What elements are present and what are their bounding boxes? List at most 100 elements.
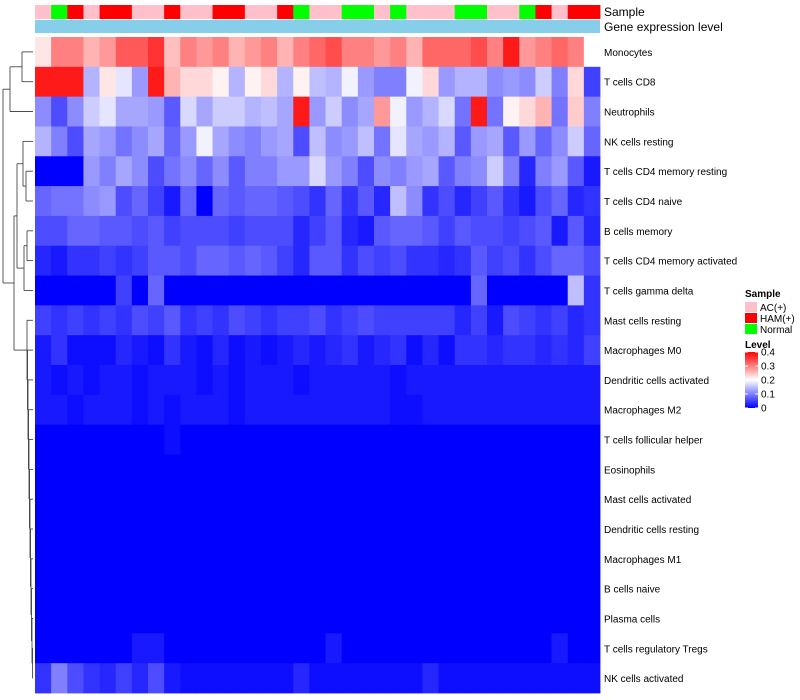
heatmap-cell [228, 663, 246, 694]
heatmap-cell [309, 424, 326, 455]
heatmap-cell [454, 335, 472, 366]
heatmap-cell [583, 186, 601, 217]
heatmap-cell [341, 514, 359, 545]
heatmap-cell [99, 484, 117, 515]
heatmap-cell [422, 484, 439, 515]
heatmap-cell [212, 186, 230, 217]
sample-annotation-cell [244, 5, 262, 19]
heatmap-cell [35, 603, 52, 634]
heatmap-cell [228, 126, 246, 157]
heatmap-cell [519, 275, 536, 306]
heatmap-cell [503, 245, 520, 276]
heatmap-cell [551, 186, 569, 217]
heatmap-cell [131, 305, 149, 336]
heatmap-cell [567, 394, 585, 426]
heatmap-cell [519, 305, 536, 336]
heatmap-cell [277, 37, 294, 68]
heatmap-cell [148, 96, 165, 127]
heatmap-cell [164, 663, 181, 694]
heatmap-cell [244, 633, 262, 664]
heatmap-cell [164, 454, 181, 485]
sample-annotation-cell [438, 5, 456, 19]
heatmap-cell [341, 37, 359, 68]
heatmap-cell [374, 126, 391, 157]
heatmap-cell [164, 573, 181, 604]
heatmap-cell [357, 394, 375, 426]
heatmap-cell [567, 424, 585, 455]
heatmap-cell [277, 96, 294, 127]
heatmap-cell [196, 663, 213, 694]
heatmap-cell [244, 305, 262, 336]
legend-sample-label: HAM(+) [760, 314, 795, 325]
row-label: T cells CD8 [604, 78, 656, 89]
heatmap-cell [293, 186, 310, 217]
heatmap-cell [83, 603, 100, 634]
heatmap-cell [309, 484, 326, 515]
heatmap-cell [244, 424, 262, 455]
heatmap-cell [244, 543, 262, 575]
sample-annotation-cell [422, 5, 439, 19]
row-labels: Monocytes T cells CD8 Neutrophils NK cells … [604, 48, 737, 685]
heatmap-cell [228, 37, 246, 68]
heatmap-cell [277, 484, 294, 515]
legend-level-label: 0.2 [761, 376, 775, 387]
heatmap-cell [341, 305, 359, 336]
heatmap-cell [567, 603, 585, 634]
heatmap-cell [325, 484, 343, 515]
sample-annotation-cell [487, 5, 504, 19]
heatmap-cell [212, 37, 230, 68]
heatmap-cell [164, 215, 181, 247]
heatmap-cell [212, 454, 230, 485]
heatmap-cell [148, 484, 165, 515]
heatmap-cell [519, 126, 536, 157]
heatmap-cell [309, 126, 326, 157]
heatmap-cell [309, 514, 326, 545]
heatmap-cell [422, 365, 439, 396]
sample-annotation-cell [535, 5, 552, 19]
heatmap-cell [503, 514, 520, 545]
heatmap-cell [164, 543, 181, 575]
heatmap-cell [519, 484, 536, 515]
heatmap-cell [228, 454, 246, 485]
heatmap-cell [212, 514, 230, 545]
heatmap-cell [406, 335, 423, 366]
heatmap-cell [487, 245, 504, 276]
heatmap-cell [244, 186, 262, 217]
heatmap-cell [196, 484, 213, 515]
heatmap-cell [406, 126, 423, 157]
heatmap-cell [567, 245, 585, 276]
heatmap-cell [131, 663, 149, 694]
heatmap-cell [535, 215, 552, 247]
heatmap-cell [51, 394, 68, 426]
heatmap-cell [503, 543, 520, 575]
heatmap-cell [293, 573, 310, 604]
heatmap-cell [67, 275, 84, 306]
heatmap-cell [67, 424, 84, 455]
heatmap-cell [357, 603, 375, 634]
heatmap-cell [51, 126, 68, 157]
heatmap-cell [309, 454, 326, 485]
heatmap-cell [67, 514, 84, 545]
sample-annotation-cell [99, 5, 117, 19]
heatmap-cell [341, 633, 359, 664]
heatmap-cell [261, 156, 278, 187]
heatmap-cell [470, 484, 488, 515]
heatmap-cell [454, 96, 472, 127]
row-label: Mast cells resting [604, 316, 681, 327]
heatmap-cell [164, 514, 181, 545]
heatmap-cell [390, 633, 407, 664]
heatmap-cell [196, 186, 213, 217]
heatmap-cell [67, 573, 84, 604]
heatmap-cell [180, 365, 197, 396]
heatmap-cell [341, 484, 359, 515]
sample-annotation-cell [341, 5, 359, 19]
heatmap-cell [325, 305, 343, 336]
heatmap-cell [487, 603, 504, 634]
heatmap-cell [131, 335, 149, 366]
heatmap-cell [115, 454, 133, 485]
heatmap-cell [341, 66, 359, 98]
heatmap-cell [487, 424, 504, 455]
heatmap-cell [406, 424, 423, 455]
heatmap-cell [261, 454, 278, 485]
heatmap-cell [470, 454, 488, 485]
